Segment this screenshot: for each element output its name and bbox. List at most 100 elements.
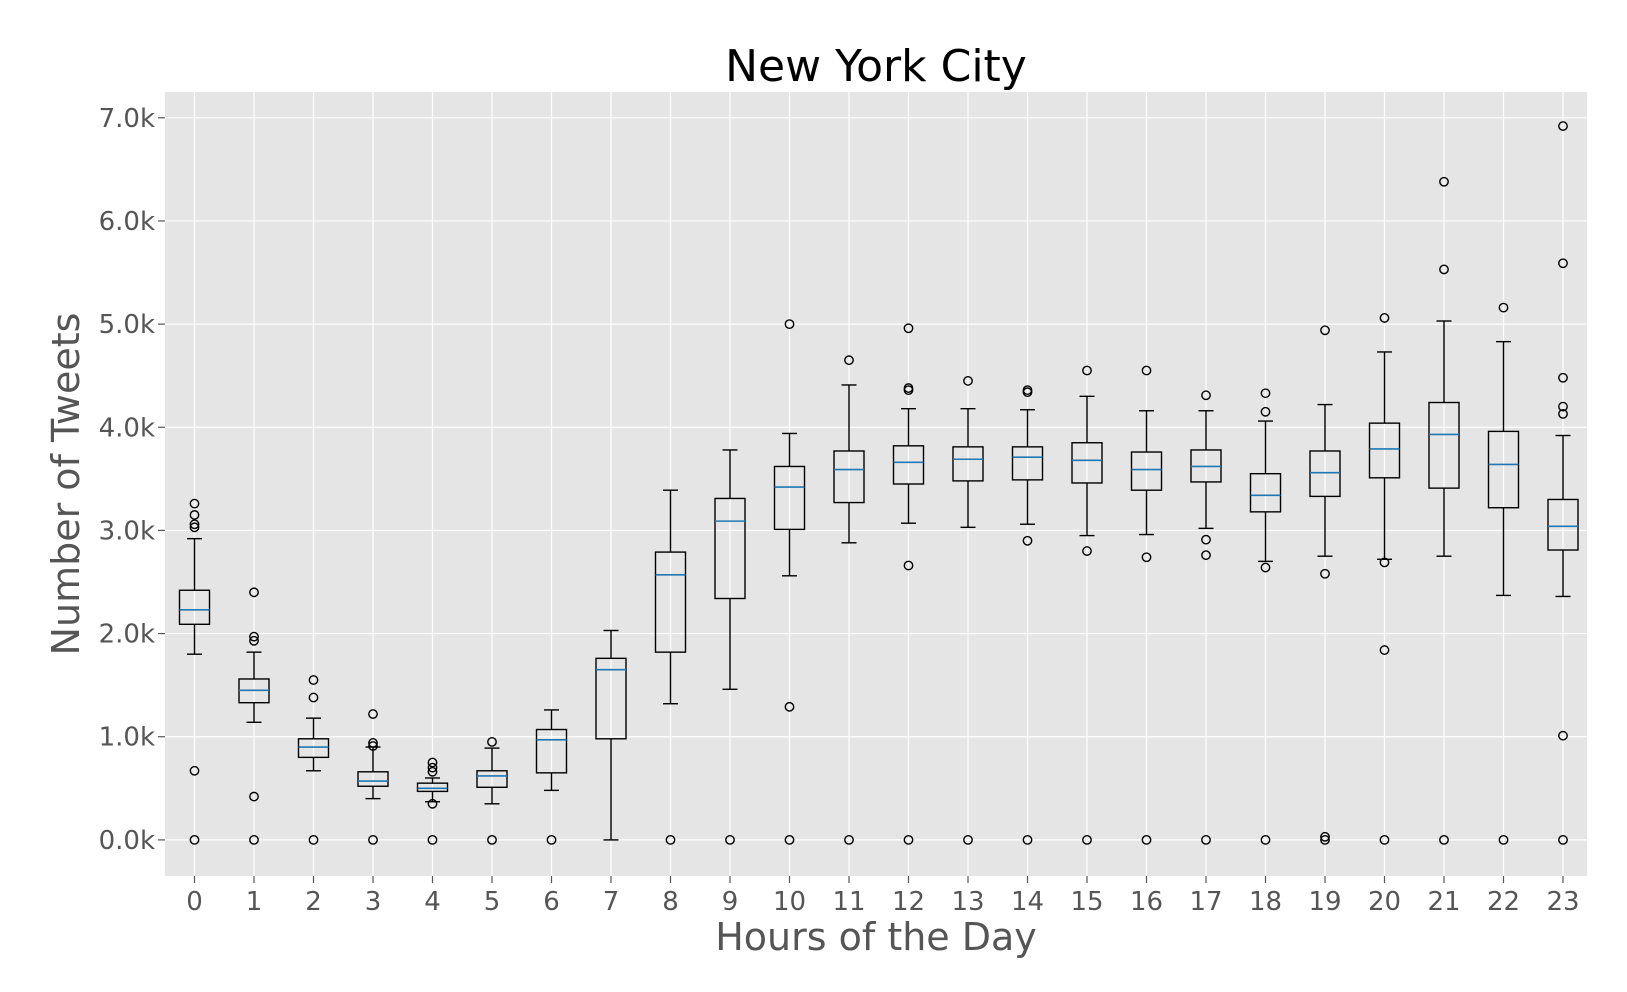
x-tick-label: 4 [424, 887, 441, 917]
outlier-point [1022, 387, 1033, 398]
outlier-point [1379, 557, 1390, 568]
outlier-point [1141, 552, 1152, 563]
outlier-point [189, 765, 200, 776]
y-tick-label: 4.0k [99, 413, 155, 443]
x-tick-label: 9 [722, 887, 739, 917]
x-tick-label: 20 [1368, 887, 1401, 917]
x-tick-label: 21 [1427, 887, 1460, 917]
outlier-point [1260, 834, 1271, 845]
box-group [297, 675, 330, 845]
outlier-point [1260, 406, 1271, 417]
outlier-point [665, 834, 676, 845]
outlier-point [249, 635, 259, 646]
outlier-point [487, 736, 497, 747]
outlier-point [1439, 834, 1449, 845]
x-tick-label: 0 [186, 887, 203, 917]
box [1547, 498, 1579, 551]
outlier-point [1558, 408, 1568, 419]
outlier-point [427, 766, 438, 777]
outlier-point [1498, 302, 1509, 313]
outlier-point [1141, 365, 1152, 376]
outlier-point [903, 323, 914, 334]
x-tick-label: 17 [1189, 887, 1222, 917]
outlier-point [546, 834, 557, 845]
outlier-point [784, 701, 795, 712]
outlier-point [1201, 534, 1211, 545]
box [1011, 446, 1044, 481]
x-tick-label: 18 [1249, 887, 1282, 917]
box-marks [178, 121, 1579, 845]
x-axis-ticks: 0 1 2 3 4 5 6 7 8 9 10 11 12 13 14 15 16 17 18 19 20 21 22 23 [186, 876, 1580, 917]
y-tick-label: 7.0k [99, 104, 155, 134]
outlier-point [1260, 388, 1271, 399]
outlier-point [784, 319, 795, 330]
y-axis-ticks: 0.0k 1.0k 2.0k 3.0k 4.0k 5.0k 6.0k 7.0k [99, 104, 165, 856]
box [595, 657, 627, 740]
box [1368, 422, 1401, 479]
outlier-point [1082, 834, 1092, 845]
outlier-point [844, 355, 854, 366]
x-tick-label: 14 [1011, 887, 1044, 917]
x-tick-label: 11 [832, 887, 865, 917]
outlier-point [725, 834, 735, 845]
box [297, 738, 330, 759]
outlier-point [189, 522, 200, 533]
box-group [833, 355, 865, 845]
outlier-point [1439, 264, 1449, 275]
y-tick-label: 5.0k [99, 310, 155, 340]
box-group [1130, 365, 1163, 845]
outlier-point [1082, 365, 1092, 376]
outlier-point [189, 834, 200, 845]
box-group [1547, 121, 1579, 845]
outlier-point [1558, 121, 1568, 131]
y-tick-label: 1.0k [99, 723, 155, 753]
outlier-point [1320, 325, 1330, 336]
box-group [952, 375, 984, 845]
box [892, 445, 925, 485]
box-group [535, 709, 568, 845]
outlier-point [427, 834, 438, 845]
box [773, 465, 806, 531]
box [416, 782, 449, 793]
outlier-point [1201, 834, 1211, 845]
box-group [357, 709, 389, 845]
box [1309, 450, 1341, 498]
outlier-point [368, 834, 378, 845]
box-group [1487, 302, 1520, 845]
box-group [714, 449, 746, 845]
box [178, 589, 211, 625]
box-group [416, 757, 449, 845]
box-group [1190, 390, 1222, 845]
x-tick-label: 15 [1070, 887, 1103, 917]
y-tick-label: 6.0k [99, 207, 155, 237]
x-tick-label: 1 [246, 887, 263, 917]
y-axis-label: Number of Tweets [44, 313, 88, 656]
outlier-point [368, 709, 378, 719]
y-tick-label: 0.0k [99, 826, 155, 856]
box-group [773, 319, 806, 845]
box-group [1368, 313, 1401, 845]
outlier-point [1558, 834, 1568, 845]
outlier-point [1022, 834, 1033, 845]
outlier-point [963, 375, 973, 386]
outlier-point [249, 587, 259, 598]
outlier-point [903, 834, 914, 845]
box [1249, 472, 1282, 513]
x-tick-label: 5 [484, 887, 501, 917]
outlier-point [1320, 834, 1330, 845]
outlier-point [308, 834, 319, 845]
outlier-point [1022, 535, 1033, 546]
x-axis-label: Hours of the Day [715, 915, 1037, 959]
box-group [238, 587, 270, 845]
x-tick-label: 13 [951, 887, 984, 917]
box [476, 770, 508, 788]
box [654, 551, 687, 653]
box-group [1249, 388, 1282, 845]
plot-area [165, 92, 1587, 876]
box [952, 446, 984, 482]
x-tick-label: 3 [365, 887, 382, 917]
box [535, 728, 568, 774]
outlier-point [249, 791, 259, 802]
outlier-point [1379, 834, 1390, 845]
box-group [1309, 325, 1341, 845]
